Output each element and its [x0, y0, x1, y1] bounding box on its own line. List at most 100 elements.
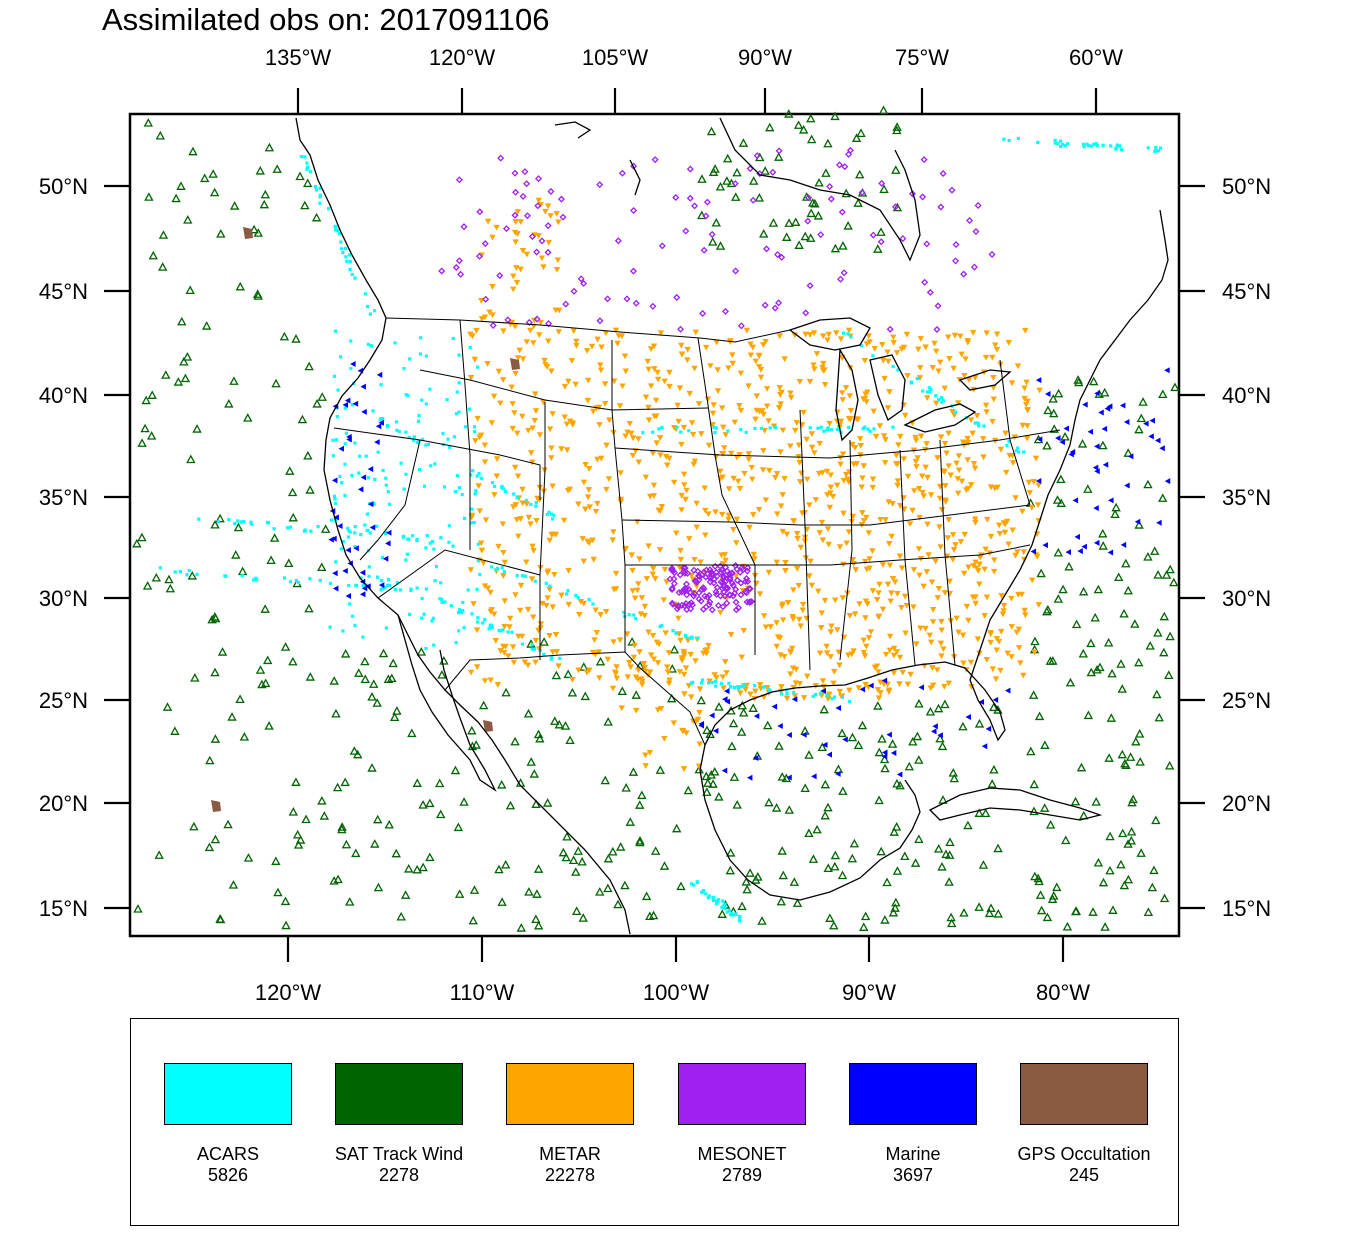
observation-marker	[843, 540, 850, 547]
observation-marker	[265, 520, 270, 524]
observation-marker	[468, 915, 478, 925]
observation-marker	[968, 684, 975, 690]
observation-marker	[691, 577, 699, 585]
observation-marker	[802, 309, 810, 317]
observation-marker	[551, 517, 555, 521]
observation-marker	[331, 477, 338, 484]
observation-marker	[837, 418, 845, 425]
observation-marker	[548, 368, 555, 375]
observation-marker	[519, 248, 527, 254]
observation-marker	[339, 547, 343, 551]
observation-marker	[840, 695, 845, 699]
observation-marker	[892, 778, 902, 788]
observation-marker	[702, 507, 709, 514]
observation-marker	[369, 344, 374, 348]
observation-marker	[892, 866, 903, 875]
legend-item-mesonet: MESONET 2789	[656, 1063, 828, 1186]
observation-marker	[704, 892, 708, 896]
observation-marker	[990, 568, 998, 575]
observation-marker	[491, 481, 495, 485]
observation-marker	[860, 911, 871, 921]
observation-marker	[1086, 144, 1091, 148]
observation-marker	[1119, 402, 1126, 409]
observation-marker	[682, 227, 690, 235]
observation-marker	[755, 507, 763, 513]
observation-marker	[473, 664, 481, 671]
observation-marker	[185, 285, 195, 295]
observation-marker	[1017, 660, 1024, 667]
observation-marker	[630, 654, 638, 661]
observation-marker	[538, 237, 546, 245]
observation-marker	[848, 651, 855, 658]
observation-marker	[541, 357, 548, 364]
observation-marker	[529, 769, 539, 778]
observation-marker	[682, 665, 690, 672]
observation-marker	[303, 528, 307, 532]
observation-marker	[375, 423, 382, 430]
observation-marker	[477, 432, 485, 439]
observation-marker	[747, 352, 755, 359]
observation-marker	[887, 598, 894, 605]
observation-marker	[787, 443, 794, 450]
observation-marker	[195, 572, 199, 577]
observation-marker	[303, 450, 313, 460]
observation-marker	[499, 629, 503, 633]
observation-marker	[548, 445, 555, 452]
observation-marker	[688, 601, 697, 609]
observation-marker	[297, 414, 308, 424]
observation-marker	[720, 424, 727, 431]
observation-marker	[528, 576, 536, 583]
observation-marker	[641, 891, 652, 901]
observation-marker	[438, 267, 446, 275]
observation-marker	[779, 492, 786, 498]
observation-marker	[710, 402, 717, 409]
observation-marker	[1119, 148, 1123, 152]
observation-marker	[995, 638, 1003, 645]
observation-marker	[918, 684, 925, 691]
observation-marker	[192, 424, 202, 433]
observation-marker	[585, 466, 593, 472]
observation-marker	[752, 688, 759, 695]
observation-marker	[190, 673, 200, 682]
observation-marker	[920, 156, 928, 164]
observation-marker	[603, 717, 613, 726]
observation-marker	[651, 366, 658, 372]
observation-marker	[692, 658, 699, 665]
observation-marker	[634, 676, 642, 683]
observation-marker	[901, 593, 909, 600]
observation-marker	[908, 736, 918, 746]
observation-marker	[942, 499, 949, 505]
observation-marker	[679, 728, 687, 735]
observation-marker	[353, 545, 359, 552]
observation-marker	[467, 669, 475, 676]
observation-marker	[792, 691, 796, 695]
observation-marker	[407, 728, 417, 738]
observation-marker	[722, 557, 729, 564]
observation-marker	[1114, 572, 1124, 582]
observation-marker	[1022, 450, 1026, 454]
observation-marker	[773, 559, 780, 566]
observation-marker	[904, 681, 911, 688]
observation-marker	[914, 755, 924, 764]
observation-marker	[497, 648, 504, 654]
observation-marker	[830, 111, 840, 121]
observation-marker	[1156, 149, 1161, 153]
observation-marker	[523, 559, 530, 566]
observation-marker	[332, 374, 337, 378]
observation-marker	[1042, 542, 1048, 549]
observation-marker	[1004, 687, 1011, 694]
observation-marker	[493, 473, 500, 480]
observation-marker	[1118, 828, 1128, 838]
observation-marker	[642, 394, 650, 401]
observation-marker	[890, 670, 898, 677]
observation-marker	[1115, 143, 1120, 147]
observation-marker	[469, 473, 473, 477]
observation-marker	[500, 573, 507, 579]
observation-marker	[792, 898, 803, 907]
observation-marker	[547, 510, 551, 514]
observation-marker	[447, 524, 451, 528]
observation-marker	[817, 625, 825, 631]
observation-marker	[612, 586, 620, 592]
observation-marker	[1100, 922, 1110, 931]
observation-marker	[544, 581, 548, 585]
